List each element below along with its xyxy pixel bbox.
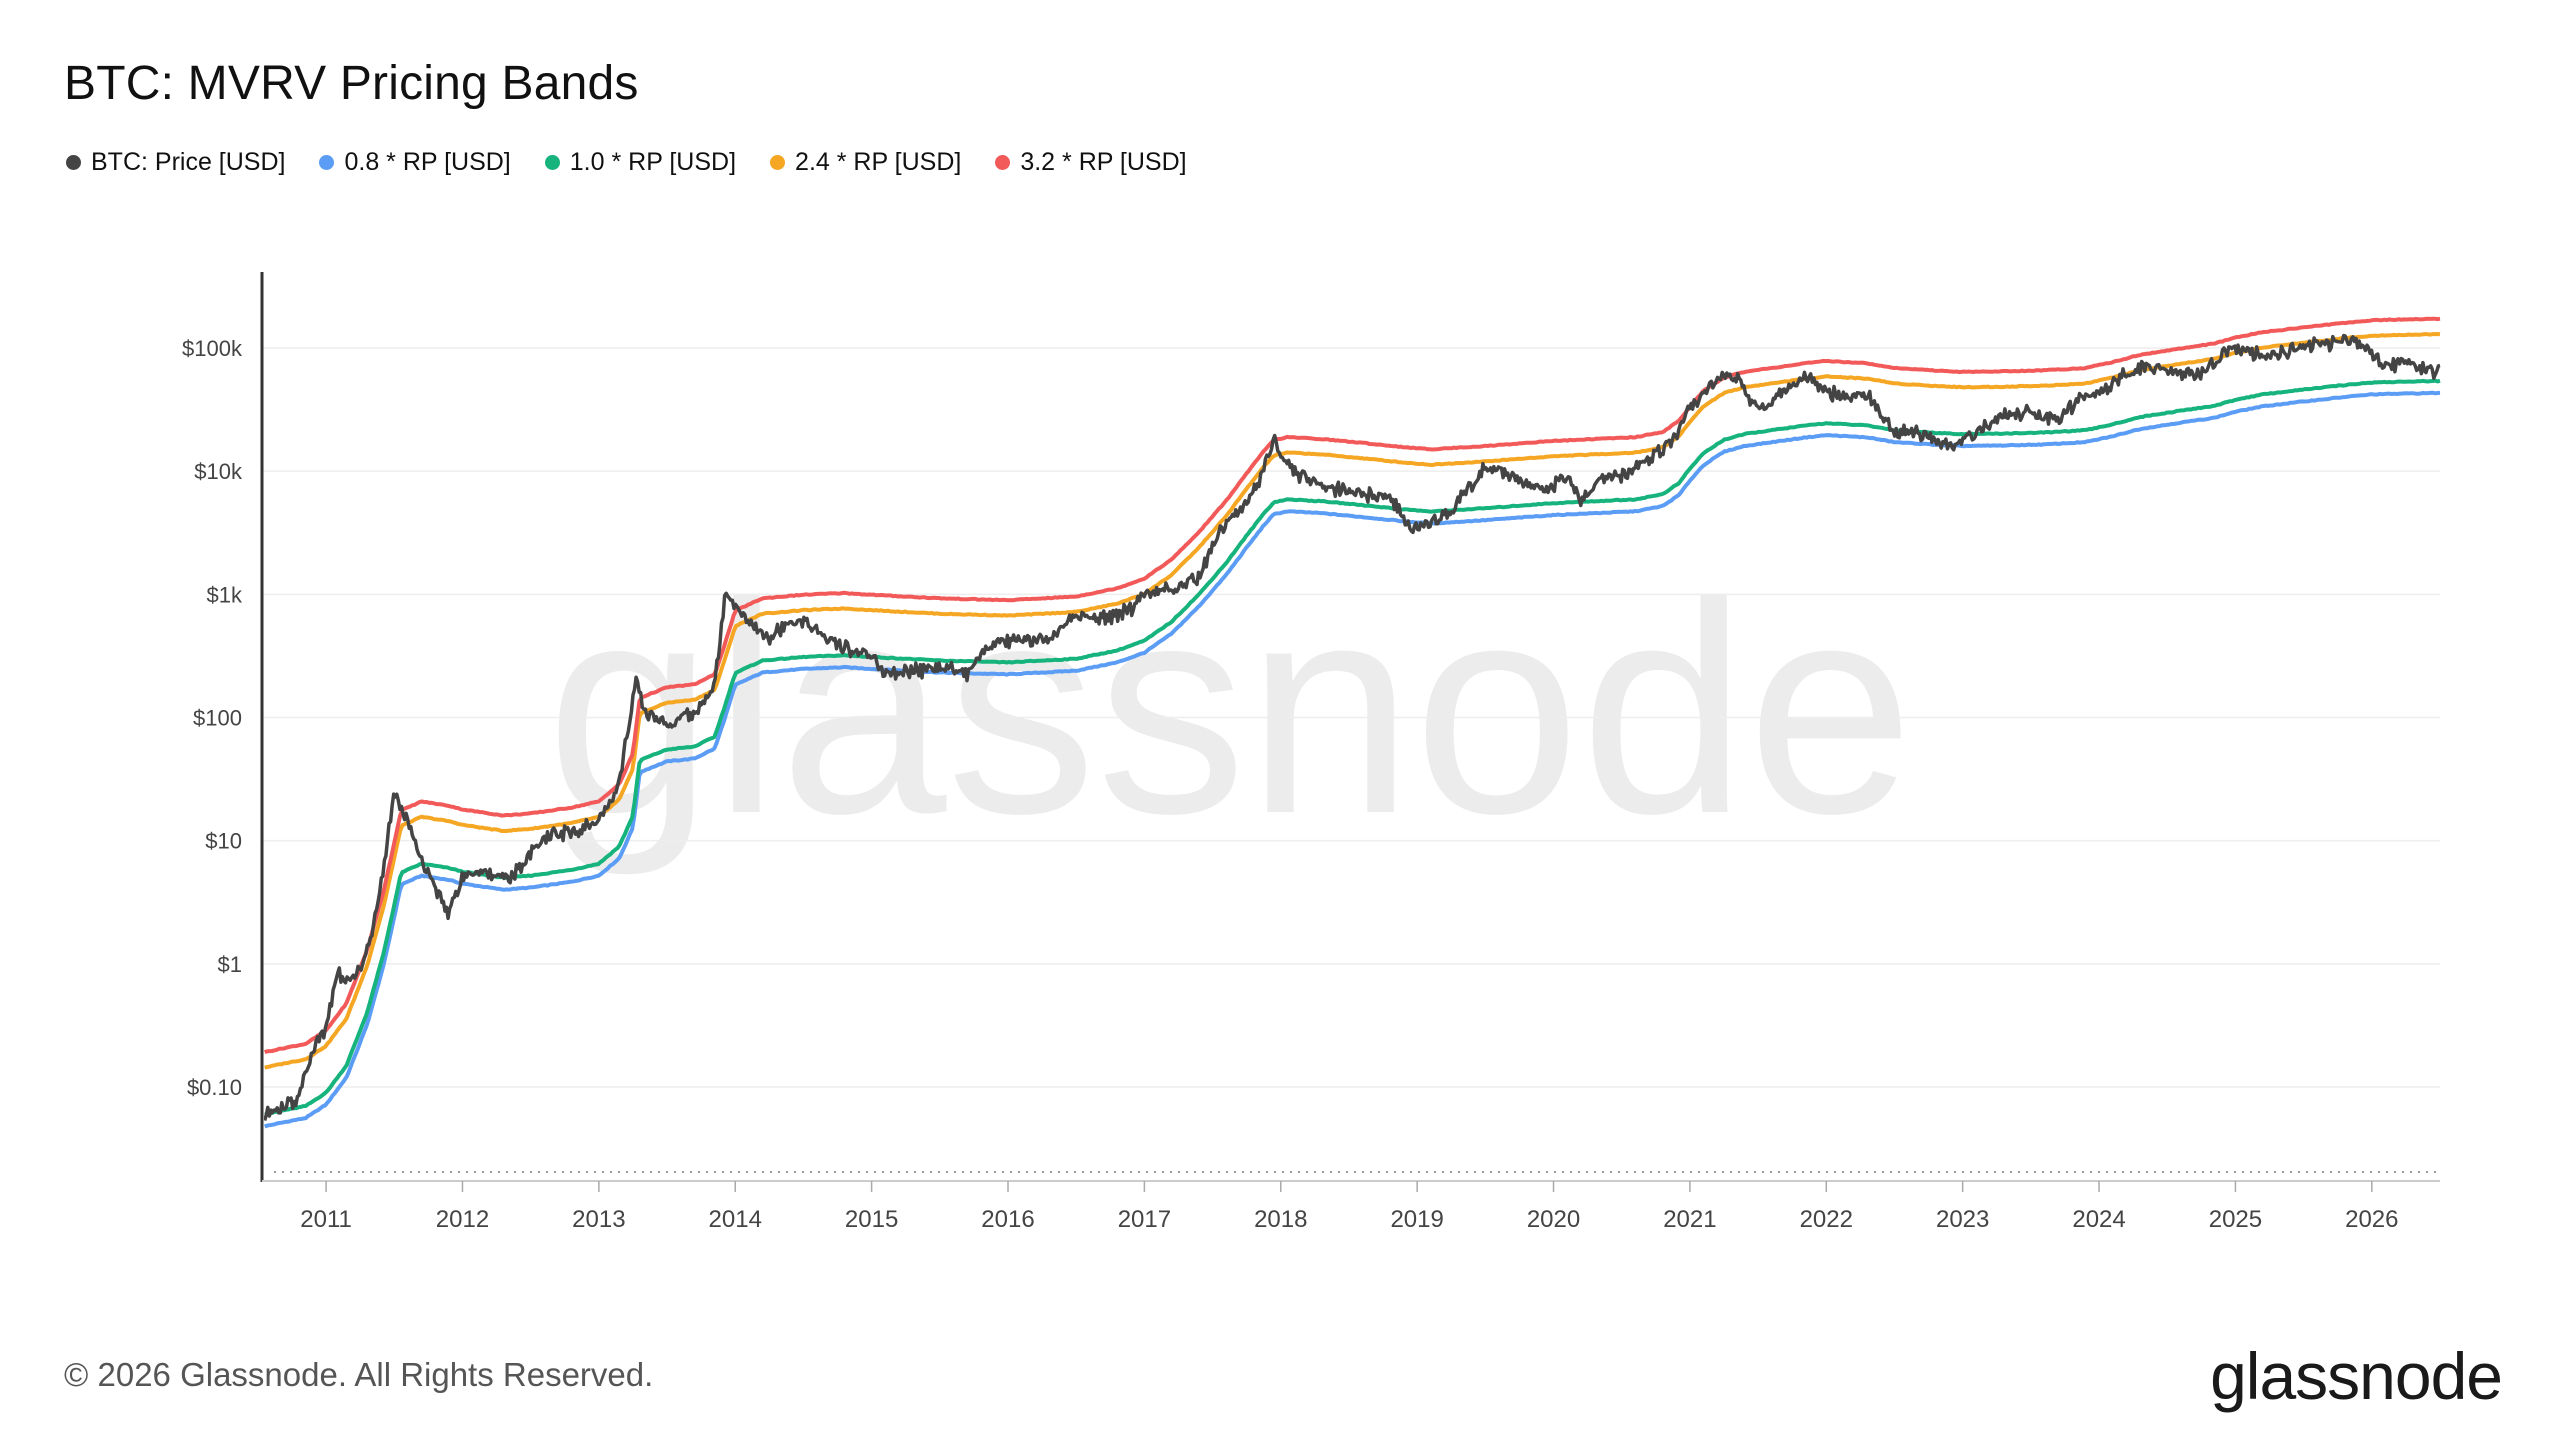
legend-item[interactable]: 0.8 * RP [USD] [319,148,511,177]
legend-item[interactable]: BTC: Price [USD] [66,148,285,177]
legend-label: 2.4 * RP [USD] [795,148,962,176]
x-tick-label: 2013 [572,1206,625,1233]
x-tick-label: 2026 [2345,1206,2398,1233]
legend-dot-icon [66,155,81,170]
legend-item[interactable]: 3.2 * RP [USD] [995,148,1187,177]
legend-dot-icon [770,155,786,170]
watermark-text: glassnode [546,540,1914,878]
x-tick-label: 2012 [436,1206,489,1233]
y-tick-label: $0.10 [187,1075,242,1100]
x-tick-label: 2025 [2209,1206,2262,1233]
copyright-footer: © 2026 Glassnode. All Rights Reserved. [64,1356,654,1393]
x-tick-label: 2016 [981,1206,1034,1233]
legend-item[interactable]: 2.4 * RP [USD] [770,148,961,177]
legend-item[interactable]: 1.0 * RP [USD] [544,148,737,177]
series-group [264,316,2441,1129]
y-tick-label: $10 [205,829,242,854]
legend-label: BTC: Price [USD] [91,148,286,176]
series-line-0-8-rp-usd- [264,390,2441,1129]
x-tick-label: 2018 [1254,1206,1307,1233]
legend-label: 3.2 * RP [USD] [1020,148,1187,176]
legend-dot-icon [995,155,1011,170]
series-line-btc-price [264,333,2441,1121]
y-tick-label: $1 [218,952,242,977]
y-tick-label: $1k [207,582,243,607]
x-tick-label: 2024 [2072,1206,2125,1233]
x-tick-label: 2011 [300,1206,352,1233]
x-tick-label: 2020 [1527,1206,1580,1233]
legend-dot-icon [319,155,335,170]
x-tick-label: 2022 [1800,1206,1853,1233]
y-tick-label: $100k [182,336,243,361]
chart-title: BTC: MVRV Pricing Bands [64,57,639,110]
x-tick-label: 2015 [845,1206,898,1233]
legend-label: 0.8 * RP [USD] [344,148,511,176]
series-line-1-0-rp-usd- [264,378,2441,1117]
y-tick-label: $10k [194,459,243,484]
series-line-3-2-rp-usd- [264,316,2441,1055]
chart-legend: BTC: Price [USD] 0.8 * RP [USD] 1.0 * RP [… [66,148,1187,177]
x-tick-label: 2021 [1663,1206,1716,1233]
x-tick-label: 2019 [1390,1206,1443,1233]
y-tick-label: $100 [193,706,242,731]
x-tick-label: 2023 [1936,1206,1989,1233]
brand-logo: glassnode [2210,1339,2503,1413]
legend-label: 1.0 * RP [USD] [569,148,737,176]
x-tick-label: 2017 [1118,1206,1171,1233]
legend-dot-icon [544,155,560,170]
x-tick-label: 2014 [709,1206,762,1233]
series-line-2-4-rp-usd- [264,332,2441,1070]
